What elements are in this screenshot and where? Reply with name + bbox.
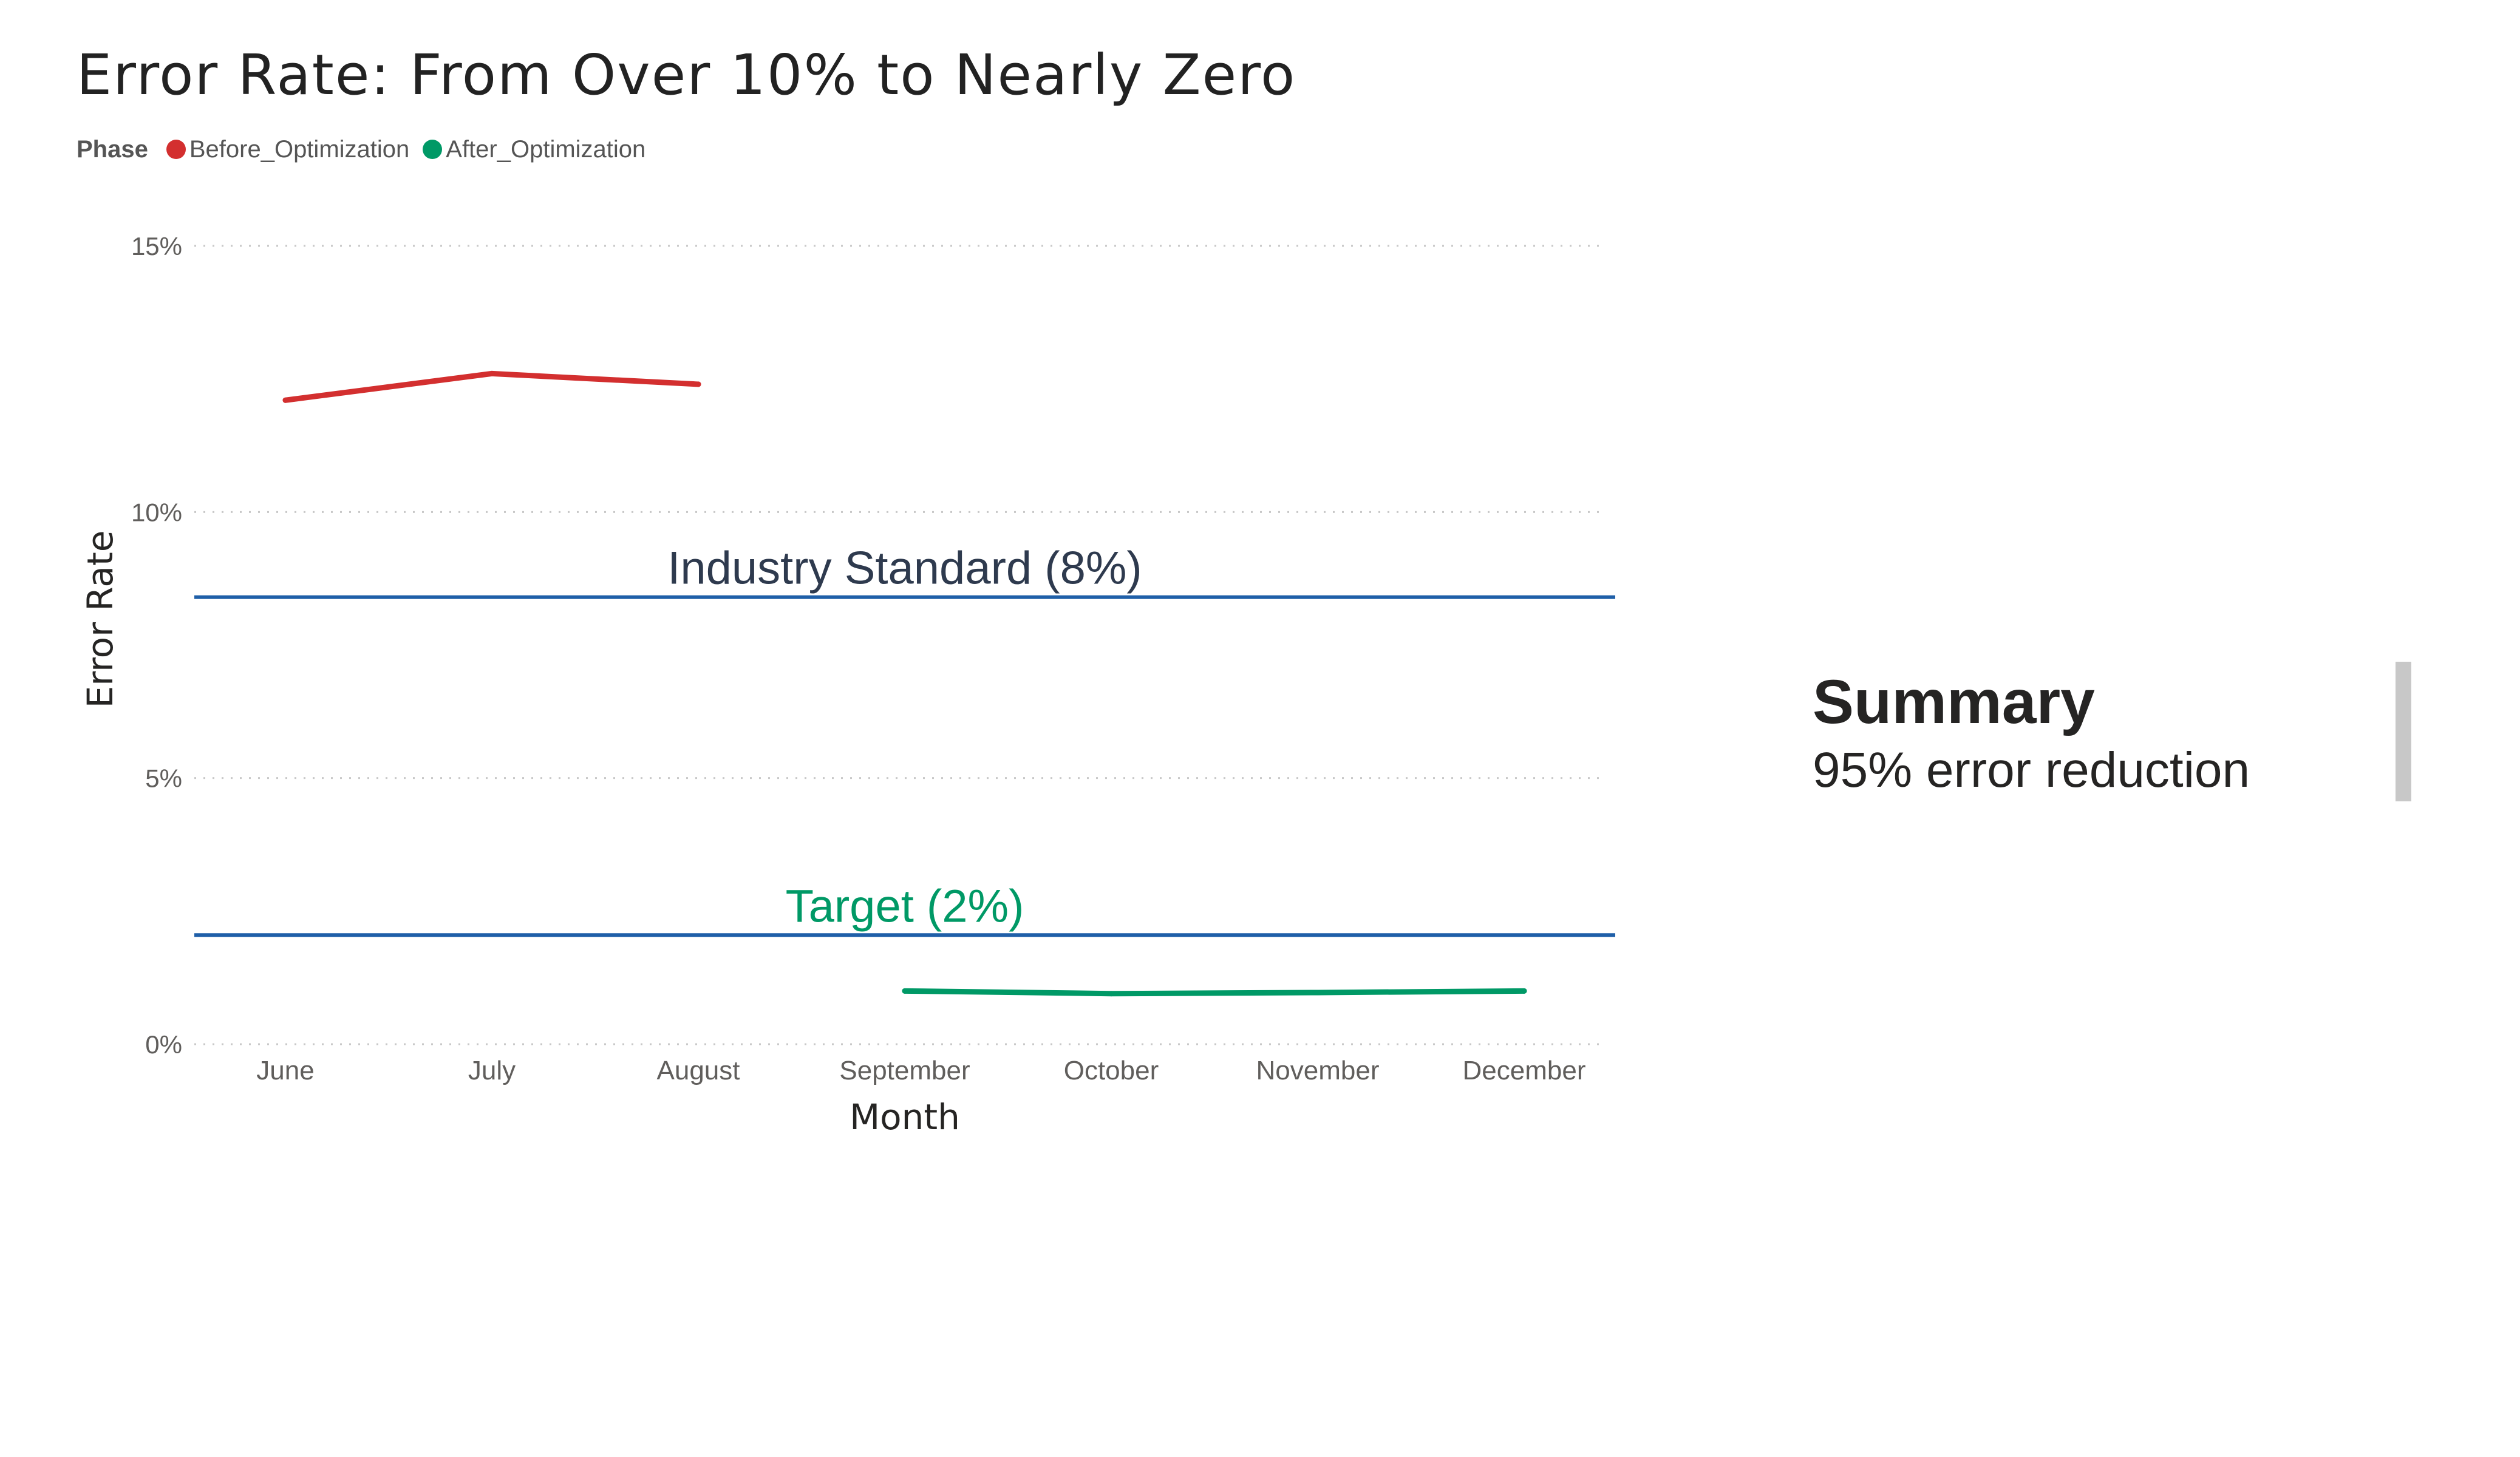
x-tick-label: December xyxy=(1463,1056,1586,1085)
legend-title: Phase xyxy=(77,135,148,163)
data-point xyxy=(489,370,495,376)
x-tick-label: September xyxy=(839,1056,970,1085)
legend-item-before[interactable]: Before_Optimization xyxy=(166,136,409,163)
x-tick-label: July xyxy=(468,1056,516,1085)
summary-title: Summary xyxy=(1813,667,2095,736)
legend: Phase Before_Optimization After_Optimiza… xyxy=(77,132,659,166)
series-line xyxy=(282,370,701,403)
x-tick-label: June xyxy=(256,1056,314,1085)
data-point xyxy=(1108,991,1114,997)
x-tick-label: November xyxy=(1256,1056,1380,1085)
legend-item-after[interactable]: After_Optimization xyxy=(423,136,645,163)
y-tick-label: 10% xyxy=(131,498,182,526)
scrollbar-thumb[interactable] xyxy=(2396,662,2411,801)
data-point xyxy=(1521,988,1527,994)
legend-dot-after-icon xyxy=(423,140,443,159)
y-tick-label: 15% xyxy=(131,232,182,260)
y-axis-title: Error Rate xyxy=(80,531,121,708)
data-point xyxy=(282,397,288,403)
chart-title: Error Rate: From Over 10% to Nearly Zero xyxy=(77,42,1296,107)
legend-dot-before-icon xyxy=(166,140,186,159)
summary-text: 95% error reduction xyxy=(1813,742,2250,798)
data-point xyxy=(902,988,908,994)
data-point xyxy=(1315,990,1321,996)
reference-line-label: Industry Standard (8%) xyxy=(667,543,1142,594)
reference-line-label: Target (2%) xyxy=(786,880,1024,932)
series-line xyxy=(902,988,1527,997)
y-tick-label: 0% xyxy=(145,1030,182,1059)
data-point xyxy=(695,381,701,387)
x-tick-label: October xyxy=(1064,1056,1159,1085)
summary-card: Summary 95% error reduction xyxy=(1813,668,2250,799)
legend-label-after: After_Optimization xyxy=(446,135,646,163)
y-tick-label: 5% xyxy=(145,764,182,793)
x-axis-title: Month xyxy=(850,1096,960,1138)
legend-label-before: Before_Optimization xyxy=(189,135,410,163)
x-tick-label: August xyxy=(657,1056,740,1085)
